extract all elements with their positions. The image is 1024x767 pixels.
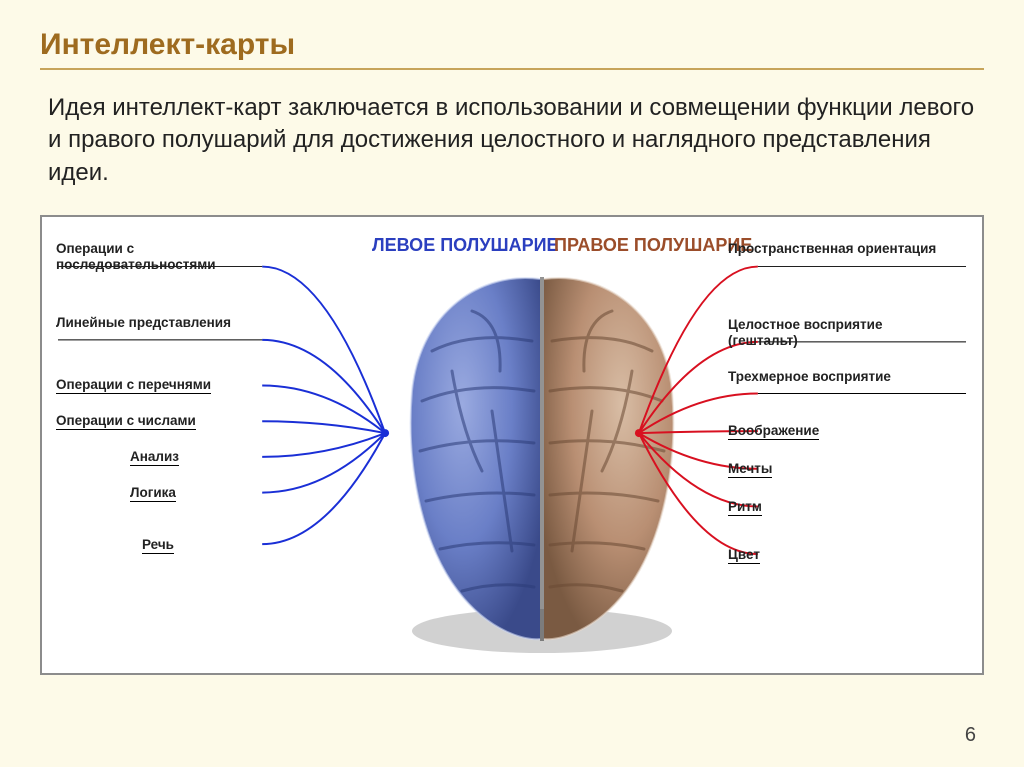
left-function-item: Операции с последовательностями xyxy=(56,241,266,272)
right-hemisphere-label: ПРАВОЕ ПОЛУШАРИЕ xyxy=(554,235,752,256)
left-function-item: Операции с числами xyxy=(56,413,286,430)
brain-diagram: ЛЕВОЕ ПОЛУШАРИЕ ПРАВОЕ ПОЛУШАРИЕ xyxy=(40,215,984,675)
right-function-item: Целостное восприятие (гештальт) xyxy=(728,317,938,348)
page-number: 6 xyxy=(965,724,976,747)
left-function-item: Операции с перечнями xyxy=(56,377,286,394)
brain-icon xyxy=(362,261,722,661)
left-function-item: Анализ xyxy=(56,449,286,466)
right-function-item: Цвет xyxy=(728,547,958,564)
intro-text: Идея интеллект-карт заключается в исполь… xyxy=(40,92,984,189)
right-function-item: Мечты xyxy=(728,461,958,478)
page-title: Интеллект-карты xyxy=(40,28,984,62)
left-hemisphere-label: ЛЕВОЕ ПОЛУШАРИЕ xyxy=(372,235,559,256)
right-function-item: Трехмерное восприятие xyxy=(728,369,938,385)
left-function-item: Речь xyxy=(56,537,286,554)
right-function-item: Пространственная ориентация xyxy=(728,241,938,257)
right-function-item: Ритм xyxy=(728,499,958,516)
title-divider xyxy=(40,68,984,70)
slide: Интеллект-карты Идея интеллект-карт закл… xyxy=(0,0,1024,767)
left-function-item: Линейные представления xyxy=(56,315,266,331)
right-function-item: Воображение xyxy=(728,423,958,440)
left-function-item: Логика xyxy=(56,485,286,502)
